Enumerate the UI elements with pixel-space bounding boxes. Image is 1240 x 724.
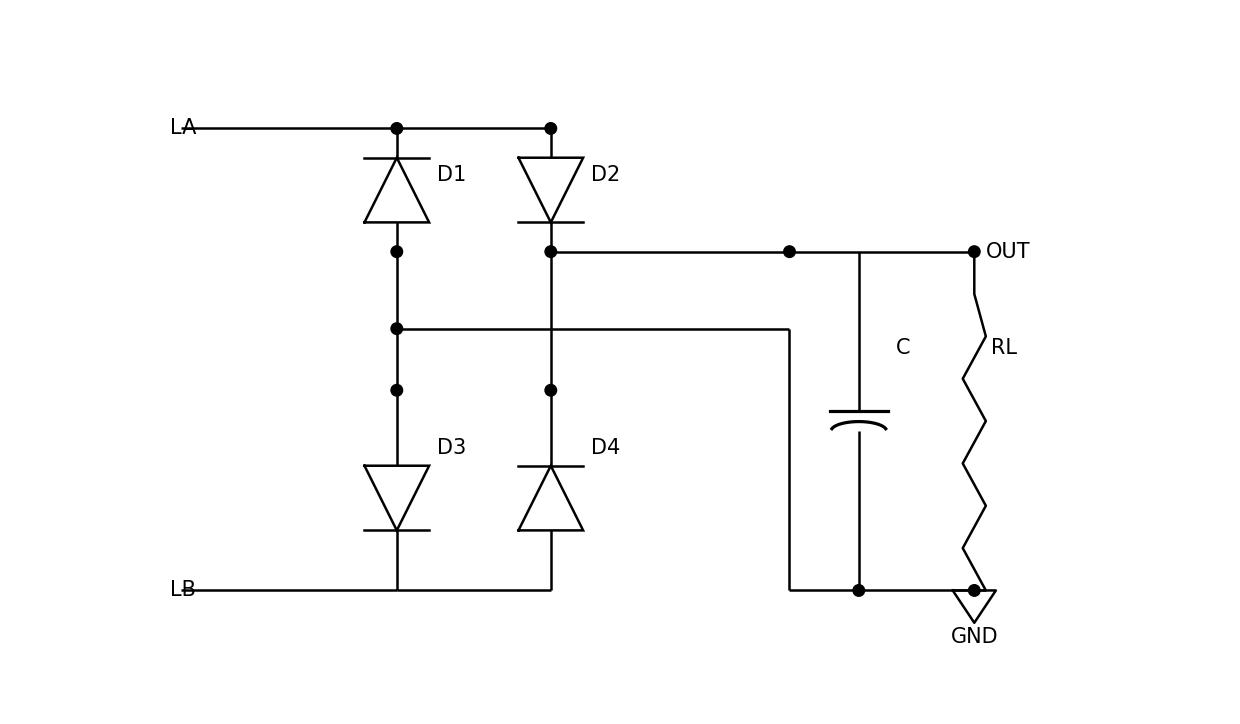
Circle shape <box>391 246 403 258</box>
Text: LB: LB <box>170 581 196 600</box>
Circle shape <box>546 122 557 134</box>
Circle shape <box>391 122 403 134</box>
Text: D3: D3 <box>436 438 466 458</box>
Text: D4: D4 <box>590 438 620 458</box>
Text: D2: D2 <box>590 164 620 185</box>
Text: LA: LA <box>170 119 196 138</box>
Text: OUT: OUT <box>986 242 1030 261</box>
Text: GND: GND <box>951 628 998 647</box>
Circle shape <box>968 585 980 597</box>
Circle shape <box>391 384 403 396</box>
Circle shape <box>391 323 403 334</box>
Circle shape <box>784 246 795 258</box>
Text: RL: RL <box>991 338 1017 358</box>
Circle shape <box>853 585 864 597</box>
Circle shape <box>546 246 557 258</box>
Circle shape <box>968 246 980 258</box>
Text: C: C <box>895 338 910 358</box>
Circle shape <box>546 384 557 396</box>
Text: D1: D1 <box>436 164 466 185</box>
